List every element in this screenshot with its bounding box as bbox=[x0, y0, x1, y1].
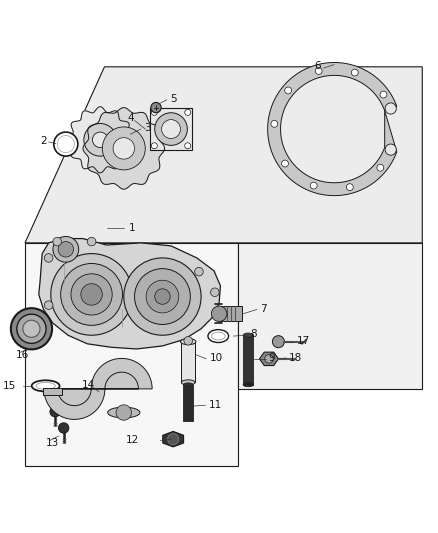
Circle shape bbox=[59, 423, 69, 433]
Circle shape bbox=[380, 91, 387, 98]
Circle shape bbox=[53, 237, 61, 246]
Circle shape bbox=[81, 284, 102, 305]
Text: 13: 13 bbox=[46, 438, 59, 448]
Circle shape bbox=[44, 301, 53, 310]
Circle shape bbox=[11, 308, 52, 350]
Ellipse shape bbox=[208, 329, 229, 343]
Polygon shape bbox=[218, 306, 242, 321]
Text: 18: 18 bbox=[289, 352, 302, 362]
Polygon shape bbox=[237, 243, 422, 389]
Circle shape bbox=[124, 258, 201, 335]
Circle shape bbox=[151, 102, 161, 113]
Circle shape bbox=[151, 143, 157, 149]
Polygon shape bbox=[67, 107, 133, 173]
Polygon shape bbox=[259, 352, 279, 366]
Circle shape bbox=[23, 320, 40, 337]
Polygon shape bbox=[150, 108, 192, 150]
Text: 16: 16 bbox=[16, 350, 29, 360]
Circle shape bbox=[134, 269, 191, 325]
Text: 9: 9 bbox=[268, 353, 275, 363]
Text: 14: 14 bbox=[82, 380, 95, 390]
Circle shape bbox=[168, 433, 179, 445]
Text: 12: 12 bbox=[126, 435, 139, 446]
Text: 3: 3 bbox=[145, 123, 151, 133]
Circle shape bbox=[71, 274, 112, 315]
Circle shape bbox=[271, 120, 278, 127]
Circle shape bbox=[385, 144, 396, 155]
Circle shape bbox=[155, 289, 170, 304]
Ellipse shape bbox=[108, 407, 140, 418]
Polygon shape bbox=[181, 342, 195, 383]
Polygon shape bbox=[39, 239, 220, 349]
Circle shape bbox=[50, 407, 60, 417]
Text: 1: 1 bbox=[129, 223, 136, 233]
Text: 15: 15 bbox=[2, 381, 16, 391]
Text: 4: 4 bbox=[127, 114, 134, 123]
Polygon shape bbox=[243, 335, 254, 385]
Circle shape bbox=[385, 103, 396, 114]
Circle shape bbox=[151, 109, 157, 115]
Circle shape bbox=[44, 254, 53, 262]
Circle shape bbox=[377, 164, 384, 171]
Circle shape bbox=[87, 237, 96, 246]
Polygon shape bbox=[163, 431, 184, 447]
Circle shape bbox=[185, 109, 191, 115]
Circle shape bbox=[185, 143, 191, 149]
Circle shape bbox=[60, 263, 123, 325]
Text: 17: 17 bbox=[297, 336, 310, 346]
Circle shape bbox=[113, 138, 134, 159]
Polygon shape bbox=[25, 67, 422, 243]
Text: 5: 5 bbox=[170, 94, 177, 104]
Ellipse shape bbox=[181, 380, 195, 385]
Circle shape bbox=[285, 87, 292, 94]
Text: 11: 11 bbox=[208, 400, 222, 410]
Circle shape bbox=[17, 314, 46, 343]
Circle shape bbox=[351, 69, 358, 76]
Circle shape bbox=[282, 160, 288, 167]
Text: 10: 10 bbox=[210, 353, 223, 364]
Text: 2: 2 bbox=[40, 136, 47, 146]
Polygon shape bbox=[25, 243, 237, 466]
Circle shape bbox=[155, 113, 187, 146]
Circle shape bbox=[272, 336, 284, 348]
Circle shape bbox=[194, 268, 203, 276]
Ellipse shape bbox=[243, 333, 254, 337]
Circle shape bbox=[212, 306, 227, 321]
Circle shape bbox=[92, 132, 108, 148]
Text: 8: 8 bbox=[251, 329, 257, 340]
Ellipse shape bbox=[184, 383, 193, 386]
Ellipse shape bbox=[32, 381, 60, 391]
Ellipse shape bbox=[243, 383, 254, 387]
Text: 6: 6 bbox=[314, 61, 321, 71]
Polygon shape bbox=[184, 385, 193, 421]
Circle shape bbox=[102, 127, 145, 170]
Circle shape bbox=[53, 237, 79, 262]
Polygon shape bbox=[83, 108, 165, 189]
Circle shape bbox=[265, 354, 273, 363]
Circle shape bbox=[51, 254, 132, 335]
Circle shape bbox=[146, 280, 179, 313]
Circle shape bbox=[116, 405, 131, 420]
Polygon shape bbox=[43, 387, 61, 395]
Circle shape bbox=[346, 184, 353, 191]
Text: 7: 7 bbox=[260, 304, 267, 313]
Ellipse shape bbox=[180, 338, 196, 345]
Polygon shape bbox=[44, 358, 152, 419]
Polygon shape bbox=[268, 62, 397, 196]
Circle shape bbox=[211, 288, 219, 296]
Circle shape bbox=[184, 336, 193, 345]
Circle shape bbox=[162, 119, 180, 139]
Circle shape bbox=[315, 68, 322, 75]
Circle shape bbox=[58, 241, 74, 257]
Circle shape bbox=[54, 132, 78, 156]
Circle shape bbox=[310, 182, 317, 189]
Circle shape bbox=[84, 124, 117, 156]
